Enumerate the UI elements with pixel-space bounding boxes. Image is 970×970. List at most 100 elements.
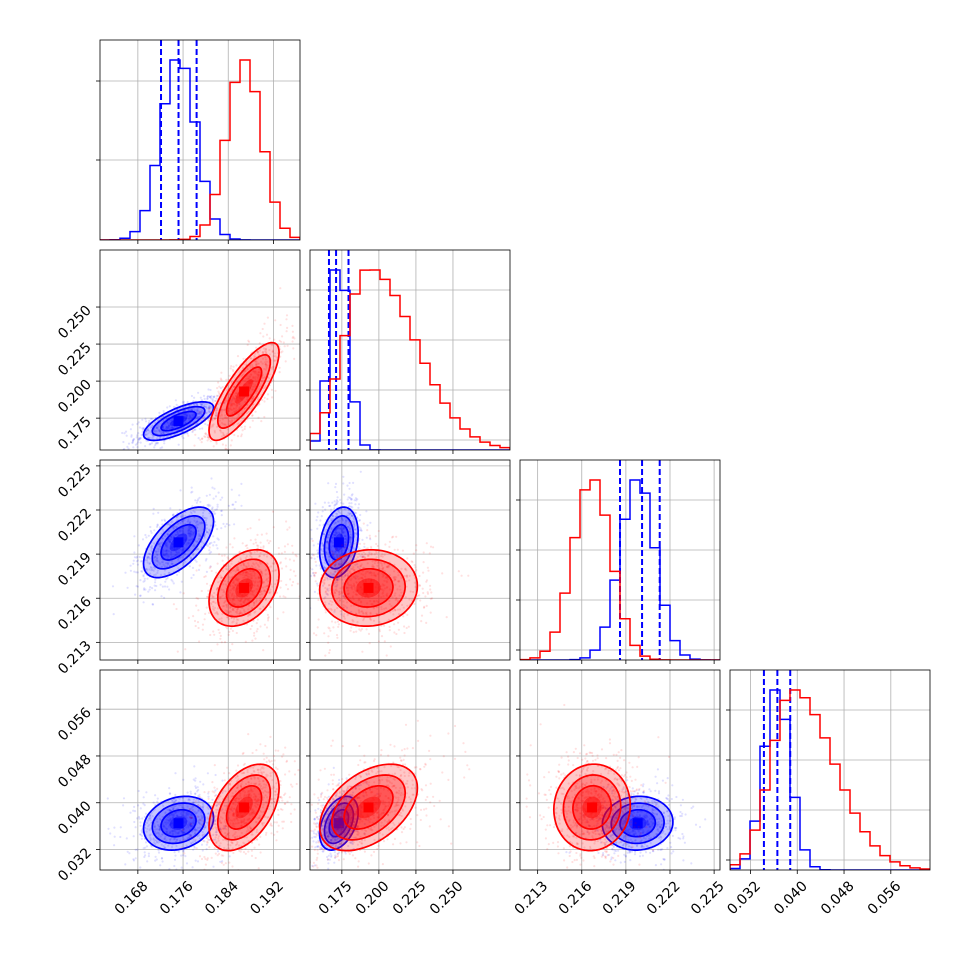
- red-point: [371, 565, 374, 568]
- red-point: [347, 586, 350, 589]
- red-point: [239, 558, 242, 562]
- red-point: [222, 433, 225, 436]
- blue-point: [208, 528, 211, 531]
- red-point: [209, 633, 212, 637]
- red-point: [357, 583, 360, 586]
- blue-point: [215, 414, 218, 417]
- red-point: [205, 433, 208, 436]
- red-point: [457, 570, 460, 573]
- red-point: [217, 628, 220, 631]
- blue-point: [243, 396, 246, 399]
- red-point: [238, 612, 241, 615]
- red-point: [220, 641, 223, 644]
- red-point: [251, 591, 254, 594]
- blue-point: [213, 520, 217, 523]
- red-point: [283, 550, 286, 554]
- blue-point: [185, 414, 188, 418]
- blue-point: [187, 518, 190, 521]
- red-point: [279, 586, 282, 589]
- red-point: [378, 585, 381, 588]
- red-point: [405, 580, 408, 583]
- red-point: [250, 556, 253, 559]
- blue-point: [162, 804, 165, 808]
- red-point: [245, 377, 248, 381]
- red-point: [219, 429, 222, 432]
- blue-point: [345, 606, 349, 609]
- red-point: [252, 395, 255, 398]
- blue-point: [173, 548, 176, 551]
- red-point: [344, 569, 348, 572]
- blue-point: [168, 424, 171, 427]
- red-point: [392, 577, 395, 580]
- red-point: [243, 564, 246, 567]
- blue-point: [212, 833, 215, 837]
- blue-point: [141, 817, 144, 820]
- blue-point: [223, 826, 227, 829]
- red-point: [345, 561, 348, 564]
- red-point: [352, 582, 355, 586]
- blue-point: [333, 533, 336, 536]
- red-point: [278, 371, 281, 374]
- blue-point: [157, 542, 161, 545]
- red-point: [266, 393, 270, 396]
- red-point: [258, 373, 261, 376]
- blue-point: [163, 573, 166, 576]
- blue-point: [189, 526, 192, 529]
- red-point: [203, 575, 206, 579]
- red-point: [349, 584, 353, 587]
- blue-point: [156, 553, 159, 557]
- blue-point: [194, 524, 197, 528]
- red-point: [242, 619, 245, 622]
- blue-point: [196, 422, 199, 425]
- blue-point: [150, 549, 153, 552]
- panel-frame: [519, 459, 721, 661]
- blue-point: [321, 544, 324, 547]
- blue-point: [169, 535, 172, 539]
- blue-point: [350, 514, 353, 518]
- red-point: [254, 566, 257, 569]
- red-point: [235, 618, 238, 621]
- red-point: [274, 319, 277, 322]
- blue-point: [335, 499, 338, 502]
- blue-point: [195, 540, 198, 544]
- blue-point: [177, 522, 180, 526]
- blue-point: [162, 430, 165, 434]
- blue-point: [351, 493, 354, 496]
- blue-point: [169, 823, 172, 826]
- blue-point: [186, 400, 189, 404]
- blue-point: [338, 532, 341, 535]
- red-point: [252, 379, 255, 382]
- red-point: [257, 362, 260, 365]
- blue-point: [342, 482, 345, 485]
- blue-point: [192, 533, 195, 536]
- red-point: [337, 563, 340, 566]
- red-point: [246, 598, 250, 601]
- blue-point: [132, 446, 135, 449]
- blue-point: [328, 560, 331, 563]
- blue-point: [194, 840, 197, 843]
- blue-point: [158, 526, 161, 529]
- blue-point: [169, 792, 172, 795]
- blue-point: [202, 542, 205, 545]
- red-point: [270, 344, 274, 347]
- red-point: [402, 615, 405, 618]
- red-point: [265, 626, 269, 629]
- red-point: [324, 578, 327, 581]
- blue-point: [323, 561, 326, 564]
- blue-point: [189, 416, 192, 419]
- red-point: [252, 580, 255, 583]
- red-point: [380, 588, 383, 591]
- red-point: [231, 400, 234, 403]
- red-point: [278, 595, 282, 598]
- red-point: [369, 612, 372, 615]
- red-point: [233, 433, 236, 437]
- blue-point: [132, 559, 135, 562]
- red-point: [329, 587, 332, 590]
- blue-point: [185, 544, 188, 547]
- blue-point: [181, 435, 184, 438]
- red-point: [263, 386, 267, 389]
- red-point: [253, 631, 256, 635]
- blue-point: [136, 585, 139, 588]
- red-point: [242, 563, 245, 567]
- blue-point: [169, 818, 172, 821]
